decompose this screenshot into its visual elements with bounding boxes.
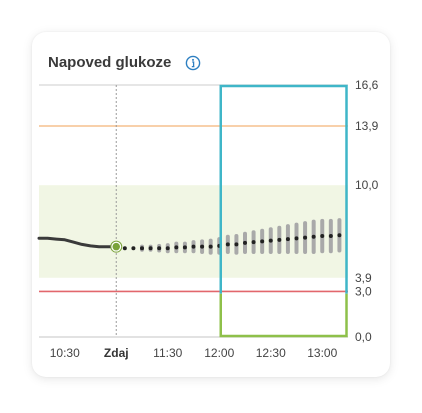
forecast-point (200, 244, 205, 249)
forecast-point (234, 242, 239, 247)
forecast-point (122, 246, 127, 251)
forecast-point (337, 233, 342, 238)
forecast-point (268, 238, 273, 243)
target-range-band (39, 185, 348, 278)
x-tick-label: 13:00 (307, 346, 337, 360)
current-glucose-marker (111, 241, 122, 252)
card-title: Napoved glukoze (48, 54, 172, 71)
forecast-point (260, 239, 265, 244)
forecast-point (320, 234, 325, 239)
forecast-point (303, 235, 308, 240)
forecast-point (328, 234, 333, 239)
forecast-point (294, 236, 299, 241)
forecast-point (140, 246, 144, 251)
forecast-point (148, 246, 153, 251)
forecast-point (208, 244, 213, 249)
forecast-point (285, 237, 290, 242)
current-glucose-ring (110, 240, 123, 253)
y-tick-label: 13,9 (355, 119, 379, 133)
y-tick-label: 3,0 (355, 284, 372, 298)
y-tick-label: 0,0 (355, 330, 372, 344)
y-tick-label: 16,6 (355, 78, 379, 92)
x-tick-label: 10:30 (50, 346, 80, 360)
info-circle-icon[interactable] (185, 55, 201, 71)
x-tick-label: 11:30 (153, 346, 182, 360)
x-tick-label: 12:00 (204, 346, 234, 360)
forecast-point (311, 234, 316, 239)
forecast-point (165, 246, 170, 251)
forecast-point (225, 242, 230, 247)
y-tick-label: 10,0 (355, 178, 379, 192)
forecast-point (131, 246, 136, 251)
forecast-point (157, 246, 162, 251)
forecast-point (182, 245, 187, 250)
forecast-point (174, 245, 179, 250)
forecast-point (251, 240, 256, 245)
x-tick-label: 12:30 (256, 346, 286, 360)
history-glucose-line (37, 236, 118, 249)
now-tick-label: Zdaj (104, 346, 129, 360)
forecast-point (191, 244, 196, 249)
forecast-window-highlight-top (219, 84, 348, 294)
forecast-point (243, 240, 247, 245)
forecast-window-highlight-bottom (219, 293, 348, 338)
y-tick-label: 3,9 (355, 271, 372, 285)
forecast-point (277, 237, 282, 242)
